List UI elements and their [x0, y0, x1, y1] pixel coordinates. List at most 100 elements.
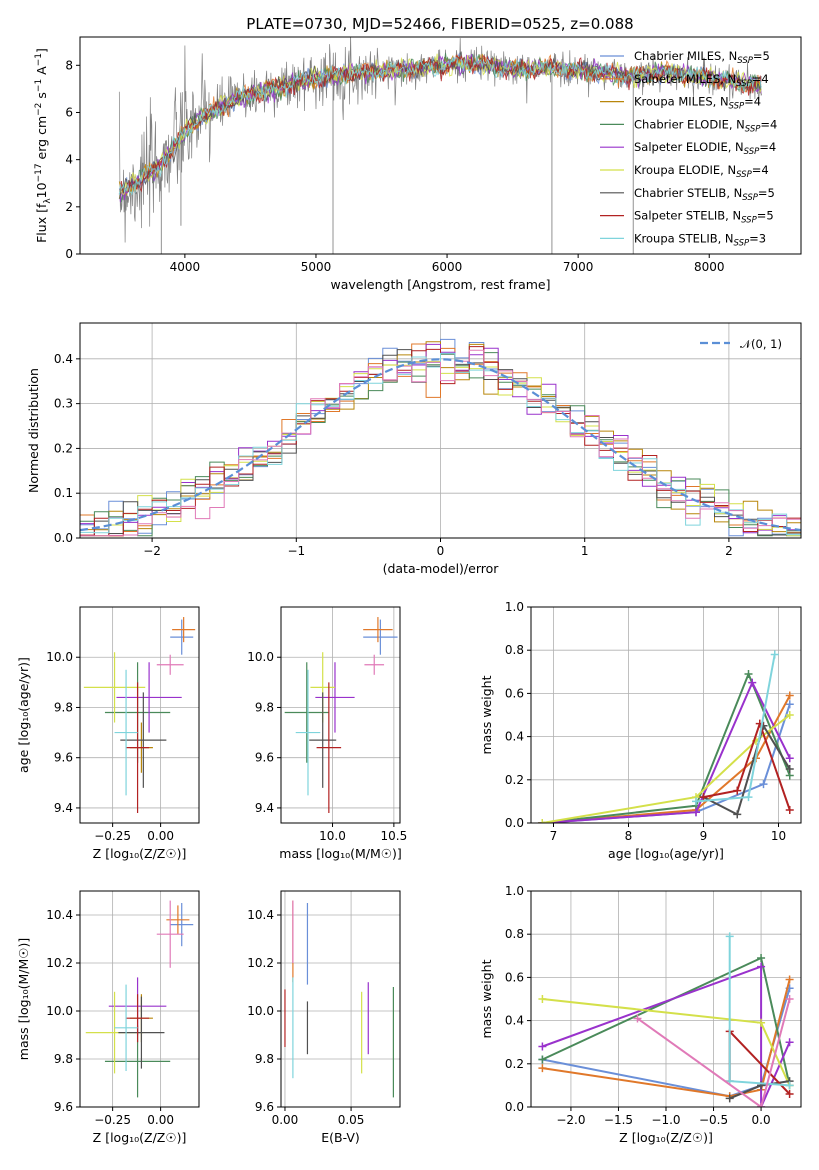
x-tick-label: −0.25 — [94, 1113, 131, 1127]
errorbar-point — [116, 662, 182, 733]
errorbar-point — [364, 654, 385, 675]
y-tick-label: 10.2 — [46, 956, 73, 970]
legend-label-name: Salpeter STELIB, N — [634, 209, 741, 223]
mass-weight-marker — [757, 1018, 766, 1027]
errorbar-point — [120, 692, 167, 788]
legend-label: Salpeter ELODIE, NSSP=4 — [634, 140, 776, 157]
axes-frame — [280, 606, 401, 824]
y-tick-label: 10.2 — [247, 956, 274, 970]
axes-frame — [79, 36, 802, 255]
legend-label: 𝒩(0, 1) — [740, 337, 782, 351]
y-tick-label: 10.0 — [247, 650, 274, 664]
panel-age_vs_mass: 10.0 10.5 9.4 9.6 9.8 10.0 mass [log₁₀(M/M☉)] — [247, 606, 408, 861]
mass-weight-marker — [770, 650, 779, 659]
y-tick-label: 8 — [65, 58, 73, 72]
errorbar-point — [295, 669, 321, 796]
x-tick-label: −1.0 — [651, 1113, 680, 1127]
x-tick-label: 10 — [771, 829, 786, 843]
axes-frame — [530, 890, 802, 1108]
errorbar-point — [83, 652, 146, 723]
y-tick-label: 0.2 — [505, 773, 524, 787]
y-tick-label: 0.0 — [505, 1100, 524, 1114]
mass-weight-marker — [785, 1081, 794, 1090]
y-axis-label: mass weight — [479, 675, 494, 754]
errorbar-point — [284, 662, 329, 763]
panel-residuals: −2 −1 0 1 2 0.0 0.1 0.2 0.3 0.4 (data-model)/error… — [26, 322, 802, 576]
mass-weight-marker — [744, 793, 753, 802]
y-tick-label: 0 — [65, 247, 73, 261]
x-tick-label: 0.00 — [272, 1113, 299, 1127]
mass_vs_Z-plot-area — [85, 900, 194, 1098]
y-axis-label: mass [log₁₀(M/M☉)] — [16, 938, 31, 1060]
y-tick-label: 0.6 — [505, 970, 524, 984]
y-tick-label: 9.8 — [54, 700, 73, 714]
y-axis-label-part: s — [34, 92, 49, 103]
y-axis-label: Normed distribution — [26, 368, 41, 493]
axes-frame — [79, 322, 802, 539]
x-tick-label: 10.5 — [381, 829, 408, 843]
y-tick-label: 0.6 — [505, 686, 524, 700]
mass_weight_vs_age-plot-area — [538, 650, 794, 823]
y-axis-label-part: −2 — [34, 103, 44, 116]
x-axis-label: Z [log₁₀(Z/Z☉)] — [619, 1130, 713, 1145]
legend-label-sub: SSP — [736, 170, 752, 180]
legend-label-name: Chabrier MILES, N — [634, 49, 737, 63]
legend-label-name: Chabrier ELODIE, N — [634, 117, 745, 131]
x-tick-label: 2 — [725, 544, 733, 558]
residuals-plot-area — [80, 338, 801, 537]
errorbar-point — [363, 617, 393, 643]
figure-title: PLATE=0730, MJD=52466, FIBERID=0525, z=0… — [246, 15, 633, 33]
x-tick-label: −0.25 — [94, 829, 131, 843]
y-axis-label-part: A — [34, 66, 49, 79]
x-tick-label: 0.05 — [338, 1113, 365, 1127]
x-tick-label: −1 — [287, 544, 305, 558]
x-tick-label: 0.00 — [147, 829, 174, 843]
x-tick-label: 8000 — [694, 260, 725, 274]
legend-label-name: Salpeter ELODIE, N — [634, 140, 744, 154]
mass_vs_ebv-plot-area — [284, 900, 394, 1098]
x-axis-label: Z [log₁₀(Z/Z☉)] — [93, 846, 187, 861]
errorbar-point — [170, 619, 194, 655]
x-tick-label: 6000 — [432, 260, 463, 274]
x-axis-label: Z [log₁₀(Z/Z☉)] — [93, 1130, 187, 1145]
legend-label-count: =5 — [757, 209, 774, 223]
y-tick-label: 0.0 — [54, 531, 73, 545]
legend-label: Salpeter STELIB, NSSP=5 — [634, 209, 774, 226]
mass-weight-marker — [785, 700, 794, 709]
x-axis-label: age [log₁₀(age/yr)] — [608, 846, 724, 861]
mass-weight-marker — [785, 806, 794, 815]
y-tick-label: 10.0 — [46, 1004, 73, 1018]
x-tick-label: 1 — [581, 544, 589, 558]
y-tick-label: 9.6 — [54, 1100, 73, 1114]
mass-weight-marker — [785, 711, 794, 719]
y-tick-label: 9.8 — [255, 1052, 274, 1066]
panel-mass_vs_Z: −0.25 0.00 9.6 9.8 10.0 10.2 10.4 Z [log₁₀(Z/Z☉… — [16, 890, 200, 1145]
y-axis-label-part: −17 — [34, 163, 44, 182]
legend-label-sub: SSP — [744, 147, 760, 157]
panel-spectrum: 4000 5000 6000 7000 8000 0 2 4 6 8 wavelength [Ang… — [34, 36, 802, 292]
mass-weight-marker — [733, 786, 742, 795]
y-tick-label: 9.8 — [255, 700, 274, 714]
residual-histogram-step — [80, 352, 801, 536]
panel-age_vs_Z: −0.25 0.00 9.4 9.6 9.8 10.0 Z [log₁₀(Z/Z☉)] age… — [16, 606, 200, 861]
errorbar-point — [126, 682, 150, 813]
x-axis-label: (data-model)/error — [383, 561, 500, 576]
errorbar-point — [172, 617, 196, 643]
x-tick-label: 4000 — [170, 260, 201, 274]
y-tick-label: 0.2 — [54, 441, 73, 455]
mass-weight-marker — [538, 995, 547, 1003]
x-tick-label: −2.0 — [556, 1113, 585, 1127]
legend-label-sub: SSP — [745, 124, 761, 134]
y-tick-label: 9.4 — [54, 801, 73, 815]
x-tick-label: 7 — [550, 829, 558, 843]
mass-weight-marker — [538, 1064, 547, 1073]
mass-weight-marker — [759, 780, 768, 789]
spectrum-plot-area — [118, 37, 763, 254]
legend-label-count: =5 — [753, 49, 770, 63]
errorbar-point — [316, 682, 342, 813]
mass-weight-marker — [725, 932, 734, 941]
x-tick-label: 5000 — [301, 260, 332, 274]
legend-label-sub: SSP — [729, 102, 745, 112]
axes-frame — [79, 606, 200, 824]
errorbar-point — [126, 994, 150, 1043]
